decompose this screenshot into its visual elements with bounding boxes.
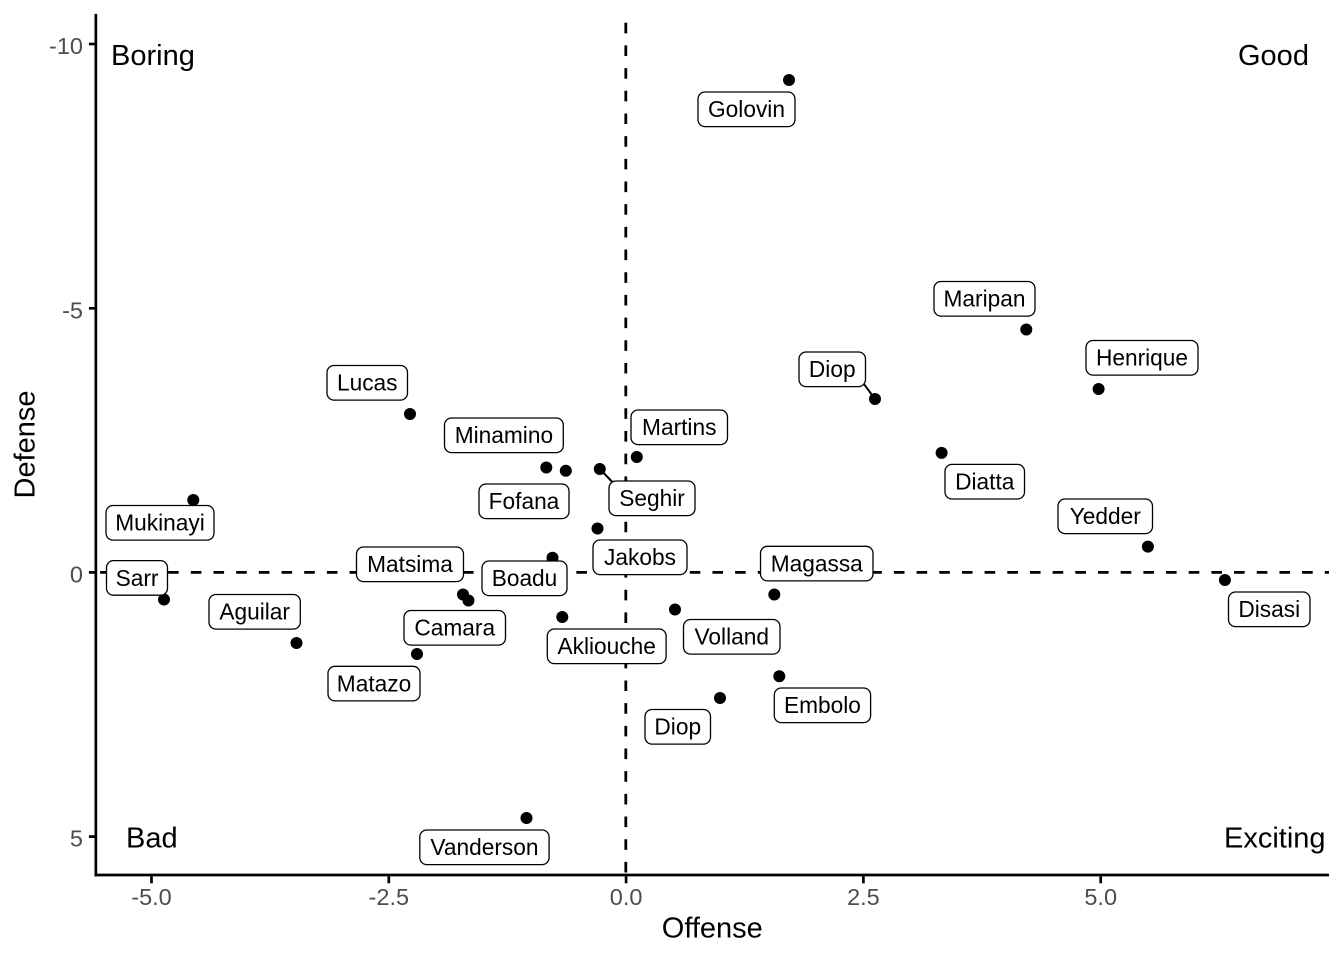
svg-text:5: 5 <box>70 826 83 852</box>
svg-text:Magassa: Magassa <box>771 551 863 577</box>
svg-text:Bad: Bad <box>126 823 178 855</box>
svg-text:Diop: Diop <box>654 714 701 740</box>
svg-text:Fofana: Fofana <box>489 488 560 514</box>
svg-text:Jakobs: Jakobs <box>604 544 676 570</box>
svg-text:-5: -5 <box>62 297 83 323</box>
svg-text:Golovin: Golovin <box>708 96 785 122</box>
svg-text:-5.0: -5.0 <box>131 884 172 910</box>
svg-text:Offense: Offense <box>662 913 763 945</box>
svg-text:Good: Good <box>1238 40 1309 72</box>
svg-text:Exciting: Exciting <box>1224 823 1326 855</box>
svg-text:Sarr: Sarr <box>116 565 159 591</box>
svg-text:5.0: 5.0 <box>1084 884 1117 910</box>
svg-text:-10: -10 <box>49 33 83 59</box>
svg-text:Volland: Volland <box>695 624 769 650</box>
svg-text:Defense: Defense <box>9 390 41 498</box>
svg-text:0.0: 0.0 <box>610 884 643 910</box>
svg-text:Vanderson: Vanderson <box>430 834 538 860</box>
svg-text:Matazo: Matazo <box>337 671 411 697</box>
svg-text:Embolo: Embolo <box>784 692 861 718</box>
svg-text:Boring: Boring <box>111 40 195 72</box>
svg-text:Camara: Camara <box>414 615 495 641</box>
svg-text:0: 0 <box>70 561 83 587</box>
svg-text:Martins: Martins <box>642 414 716 440</box>
svg-text:Yedder: Yedder <box>1070 503 1142 529</box>
svg-text:Mukinayi: Mukinayi <box>115 510 205 536</box>
svg-text:Matsima: Matsima <box>367 551 453 577</box>
svg-text:Disasi: Disasi <box>1238 596 1300 622</box>
svg-text:Diop: Diop <box>809 356 856 382</box>
svg-text:Maripan: Maripan <box>944 286 1026 312</box>
svg-text:2.5: 2.5 <box>847 884 880 910</box>
svg-text:Lucas: Lucas <box>337 370 398 396</box>
svg-text:Minamino: Minamino <box>455 422 553 448</box>
svg-text:Akliouche: Akliouche <box>558 633 656 659</box>
svg-text:Henrique: Henrique <box>1096 345 1188 371</box>
svg-text:-2.5: -2.5 <box>369 884 410 910</box>
svg-text:Seghir: Seghir <box>619 485 685 511</box>
svg-text:Boadu: Boadu <box>492 565 558 591</box>
svg-text:Aguilar: Aguilar <box>219 599 290 625</box>
svg-text:Diatta: Diatta <box>955 469 1015 495</box>
